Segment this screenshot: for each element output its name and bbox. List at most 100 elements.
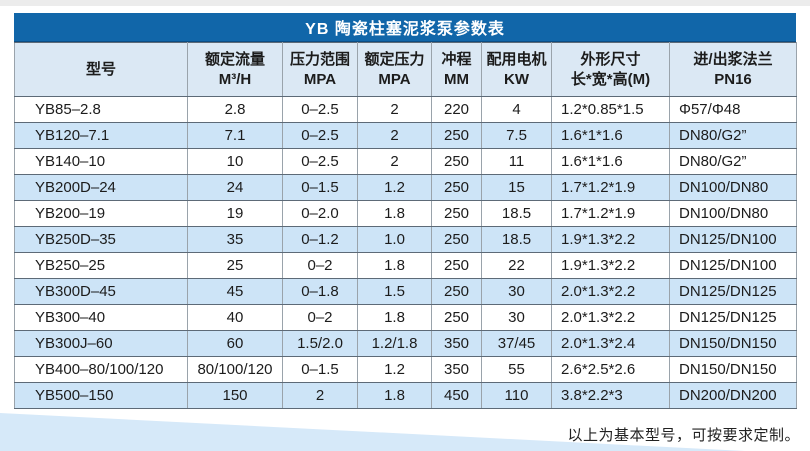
table-cell: 2.0*1.3*2.2 <box>551 304 670 331</box>
column-header-3: 压力范围 MPA <box>282 42 358 97</box>
table-cell: 1.6*1*1.6 <box>551 122 670 149</box>
table-cell: 30 <box>481 278 552 305</box>
table-cell: 45 <box>187 278 283 305</box>
table-row: YB500–150 150 2 1.8 450 110 3.8*2.2*3 DN200/DN2… <box>14 382 797 409</box>
table-cell: 0–2.5 <box>282 122 358 149</box>
table-header-row: 型号 额定流量 M³/H 压力范围 MPA 额定压力 MPA 冲程 MM 配用电机 KW 外形尺寸 长*… <box>14 42 797 97</box>
table-cell: 0–1.5 <box>282 174 358 201</box>
table-cell: 250 <box>431 122 482 149</box>
table-cell: DN125/DN100 <box>669 252 797 279</box>
footer-note: 以上为基本型号，可按要求定制。 <box>567 427 800 444</box>
table-cell: DN150/DN150 <box>669 356 797 383</box>
column-header-unit: MPA <box>378 70 411 88</box>
table-cell: YB300J–60 <box>14 330 188 357</box>
column-header-6: 配用电机 KW <box>481 42 552 97</box>
table-cell: YB250–25 <box>14 252 188 279</box>
table-cell: 2 <box>357 122 432 149</box>
column-header-label: 冲程 <box>441 51 472 68</box>
table-cell: 0–2.5 <box>282 148 358 175</box>
table-cell: 22 <box>481 252 552 279</box>
table-row: YB400–80/100/120 80/100/120 0–1.5 1.2 350 55 2… <box>14 356 797 383</box>
table-cell: DN125/DN125 <box>669 304 797 331</box>
column-header-4: 额定压力 MPA <box>357 42 432 97</box>
table-cell: 7.5 <box>481 122 552 149</box>
table-cell: 0–2 <box>282 304 358 331</box>
table-cell: DN80/G2” <box>669 148 797 175</box>
table-cell: DN80/G2” <box>669 122 797 149</box>
table-cell: YB85–2.8 <box>14 96 188 123</box>
table-cell: 2.8 <box>187 96 283 123</box>
table-cell: 1.5 <box>357 278 432 305</box>
column-header-label: 配用电机 <box>486 51 547 68</box>
table-cell: 10 <box>187 148 283 175</box>
table-cell: YB400–80/100/120 <box>14 356 188 383</box>
table-cell: 0–2.5 <box>282 96 358 123</box>
column-header-unit: PN16 <box>714 70 752 88</box>
table-title-bar: YB 陶瓷柱塞泥浆泵参数表 <box>14 13 796 42</box>
column-header-8: 进/出浆法兰 PN16 <box>669 42 797 97</box>
table-cell: YB140–10 <box>14 148 188 175</box>
table-cell: 2 <box>357 96 432 123</box>
table-cell: 0–1.8 <box>282 278 358 305</box>
table-cell: YB300D–45 <box>14 278 188 305</box>
table-row: YB200–19 19 0–2.0 1.8 250 18.5 1.7*1.2*1.9 DN10… <box>14 200 797 227</box>
table-cell: 1.8 <box>357 200 432 227</box>
table-cell: 110 <box>481 382 552 409</box>
table-cell: DN125/DN100 <box>669 226 797 253</box>
table-row: YB250D–35 35 0–1.2 1.0 250 18.5 1.9*1.3*2.2 DN1… <box>14 226 797 253</box>
table-cell: 15 <box>481 174 552 201</box>
column-header-label: 额定流量 <box>204 51 265 68</box>
column-header-unit: MPA <box>303 70 337 88</box>
table-row: YB300–40 40 0–2 1.8 250 30 2.0*1.3*2.2 DN125/DN… <box>14 304 797 331</box>
table-cell: 450 <box>431 382 482 409</box>
table-cell: 1.9*1.3*2.2 <box>551 252 670 279</box>
table-cell: 3.8*2.2*3 <box>551 382 670 409</box>
table-cell: YB120–7.1 <box>14 122 188 149</box>
table-cell: 250 <box>431 278 482 305</box>
column-header-unit: KW <box>504 70 529 88</box>
table-cell: 250 <box>431 174 482 201</box>
table-cell: 2.0*1.3*2.2 <box>551 278 670 305</box>
column-header-7: 外形尺寸 长*宽*高(M) <box>551 42 670 97</box>
table-cell: DN100/DN80 <box>669 200 797 227</box>
table-cell: 2 <box>357 148 432 175</box>
table-cell: 0–1.2 <box>282 226 358 253</box>
table-cell: 250 <box>431 252 482 279</box>
table-cell: 7.1 <box>187 122 283 149</box>
table-cell: YB200–19 <box>14 200 188 227</box>
table-row: YB250–25 25 0–2 1.8 250 22 1.9*1.3*2.2 DN125/DN… <box>14 252 797 279</box>
table-cell: 1.0 <box>357 226 432 253</box>
table-row: YB300D–45 45 0–1.8 1.5 250 30 2.0*1.3*2.2 DN125… <box>14 278 797 305</box>
table-cell: 250 <box>431 200 482 227</box>
column-header-label: 外形尺寸 <box>580 51 641 68</box>
table-cell: DN200/DN200 <box>669 382 797 409</box>
column-header-1: 型号 <box>14 42 188 97</box>
table-cell: YB200D–24 <box>14 174 188 201</box>
table-row: YB300J–60 60 1.5/2.0 1.2/1.8 350 37/45 2.0*1.3… <box>14 330 797 357</box>
table-cell: 19 <box>187 200 283 227</box>
table-cell: 350 <box>431 356 482 383</box>
table-cell: 2.0*1.3*2.4 <box>551 330 670 357</box>
table-cell: 2 <box>282 382 358 409</box>
table-cell: 30 <box>481 304 552 331</box>
table-cell: 1.2*0.85*1.5 <box>551 96 670 123</box>
table-cell: 1.2 <box>357 356 432 383</box>
table-cell: 11 <box>481 148 552 175</box>
table-cell: 0–2 <box>282 252 358 279</box>
table-cell: 24 <box>187 174 283 201</box>
table-cell: 1.5/2.0 <box>282 330 358 357</box>
table-cell: 250 <box>431 304 482 331</box>
table-cell: 80/100/120 <box>187 356 283 383</box>
column-header-unit: M³/H <box>218 70 252 88</box>
table-cell: 0–1.5 <box>282 356 358 383</box>
column-header-label: 型号 <box>85 60 116 78</box>
table-cell: 1.2 <box>357 174 432 201</box>
table-cell: 150 <box>187 382 283 409</box>
table-cell: 1.8 <box>357 382 432 409</box>
table-cell: 25 <box>187 252 283 279</box>
table-cell: YB500–150 <box>14 382 188 409</box>
top-strip <box>0 0 810 6</box>
table-cell: 1.6*1*1.6 <box>551 148 670 175</box>
table-cell: 250 <box>431 226 482 253</box>
column-header-2: 额定流量 M³/H <box>187 42 283 97</box>
